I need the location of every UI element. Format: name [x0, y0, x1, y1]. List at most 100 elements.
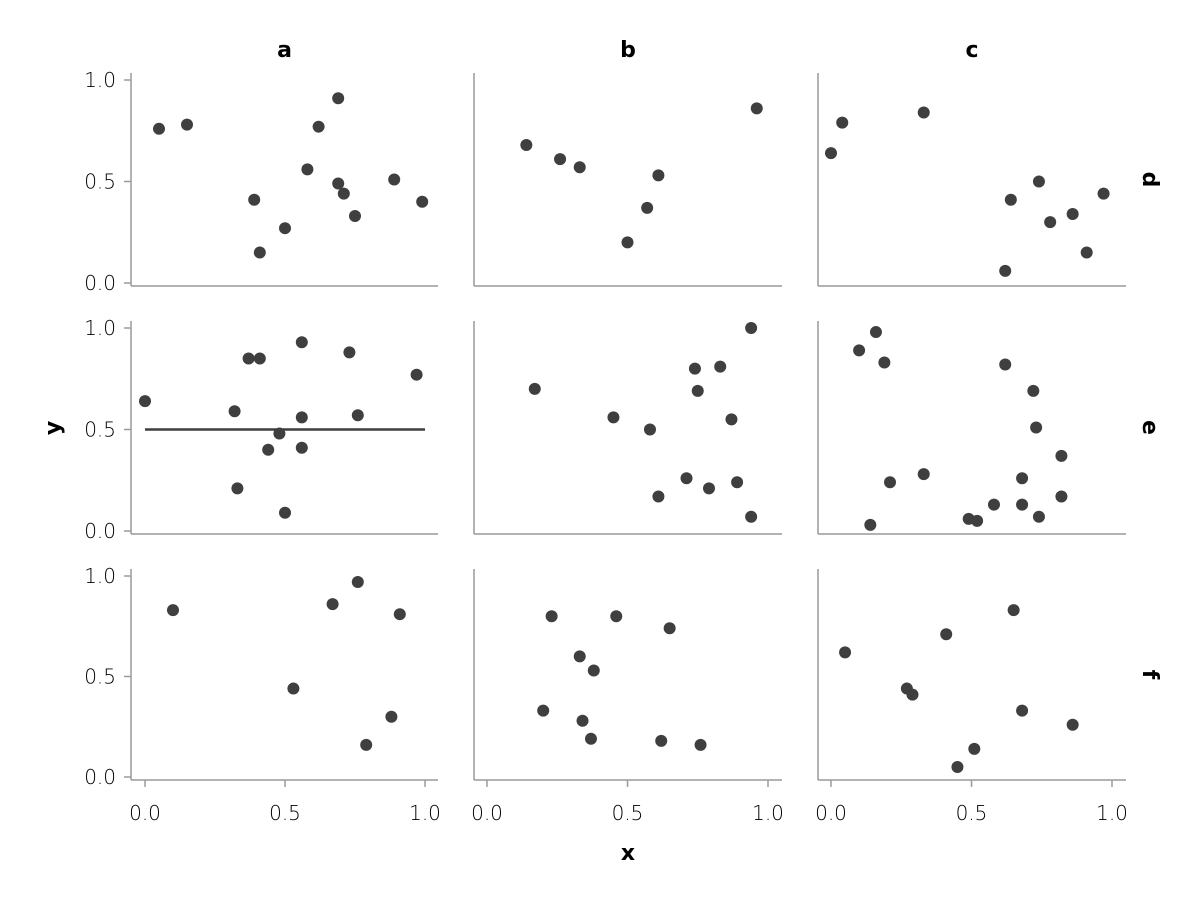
column-strip-label: a — [277, 38, 292, 63]
y-tick-label: 0.5 — [84, 170, 116, 194]
data-point — [520, 138, 533, 151]
data-point — [1027, 384, 1040, 397]
data-point — [878, 356, 891, 369]
data-point — [343, 346, 356, 359]
data-point — [999, 358, 1012, 371]
data-point — [573, 650, 586, 663]
y-tick-label: 0.0 — [84, 519, 116, 543]
data-point — [1066, 718, 1079, 731]
data-point — [360, 738, 373, 751]
data-point — [576, 714, 589, 727]
row-strip-label: f — [1137, 670, 1162, 680]
data-point — [554, 153, 567, 166]
data-point — [940, 628, 953, 641]
data-point — [1007, 604, 1020, 617]
data-point — [1016, 498, 1029, 511]
data-point — [295, 336, 308, 349]
data-point — [1016, 472, 1029, 485]
data-point — [393, 608, 406, 621]
x-tick-label: 0.5 — [612, 801, 644, 825]
data-point — [750, 102, 763, 115]
x-tick-label: 1.0 — [752, 801, 784, 825]
x-tick-label: 0.0 — [471, 801, 503, 825]
data-point — [351, 576, 364, 589]
data-point — [326, 598, 339, 611]
data-point — [410, 368, 423, 381]
y-tick-label: 1.0 — [84, 564, 116, 588]
data-point — [1016, 704, 1029, 717]
data-point — [1066, 207, 1079, 220]
data-point — [587, 664, 600, 677]
x-tick-label: 0.0 — [129, 801, 161, 825]
data-point — [610, 610, 623, 623]
data-point — [279, 506, 291, 519]
data-point — [295, 441, 308, 454]
y-axis-title: y — [41, 421, 66, 435]
data-point — [139, 395, 151, 408]
data-point — [714, 360, 727, 373]
data-point — [351, 409, 364, 422]
data-point — [884, 476, 897, 489]
data-point — [273, 427, 286, 440]
data-point — [253, 352, 266, 365]
data-point — [1080, 246, 1093, 259]
data-point — [287, 682, 300, 695]
y-tick-label: 0.5 — [84, 418, 116, 442]
x-tick-label: 1.0 — [1096, 801, 1128, 825]
data-point — [253, 246, 266, 259]
data-point — [332, 177, 345, 190]
data-point — [702, 482, 715, 495]
data-point — [825, 147, 837, 160]
data-point — [385, 710, 398, 723]
data-point — [971, 514, 984, 527]
x-axis-title: x — [621, 841, 635, 866]
data-point — [968, 742, 981, 755]
data-point — [416, 195, 429, 208]
data-point — [688, 362, 701, 375]
data-point — [999, 264, 1012, 277]
data-point — [545, 610, 558, 623]
data-point — [528, 382, 541, 395]
data-point — [248, 193, 261, 206]
data-point — [332, 92, 345, 105]
data-point — [573, 161, 586, 174]
data-point — [621, 236, 634, 249]
x-tick-label: 0.5 — [269, 801, 301, 825]
x-tick-label: 0.5 — [956, 801, 988, 825]
data-point — [1004, 193, 1017, 206]
data-point — [694, 738, 707, 751]
data-point — [349, 210, 361, 223]
data-point — [1055, 449, 1068, 462]
data-point — [691, 384, 704, 397]
data-point — [864, 518, 877, 531]
x-tick-label: 0.0 — [815, 801, 847, 825]
data-point — [906, 688, 919, 701]
data-point — [641, 201, 654, 214]
data-point — [1032, 175, 1045, 188]
data-point — [680, 472, 693, 485]
data-point — [537, 704, 550, 717]
data-point — [228, 405, 241, 418]
y-tick-label: 1.0 — [84, 316, 116, 340]
column-strip-label: c — [965, 38, 978, 63]
data-point — [1097, 187, 1110, 200]
data-point — [917, 106, 930, 119]
data-point — [987, 498, 1000, 511]
data-point — [731, 476, 744, 489]
data-point — [663, 622, 676, 635]
data-point — [745, 510, 758, 523]
data-point — [839, 646, 852, 659]
data-point — [295, 411, 308, 424]
data-point — [951, 760, 964, 773]
data-point — [1032, 510, 1045, 523]
data-point — [1044, 216, 1057, 229]
data-point — [312, 120, 325, 133]
data-point — [242, 352, 255, 365]
row-strip-label: e — [1137, 420, 1162, 435]
data-point — [725, 413, 738, 426]
y-tick-label: 0.0 — [84, 271, 116, 295]
y-tick-label: 0.0 — [84, 765, 116, 789]
data-point — [836, 116, 849, 129]
